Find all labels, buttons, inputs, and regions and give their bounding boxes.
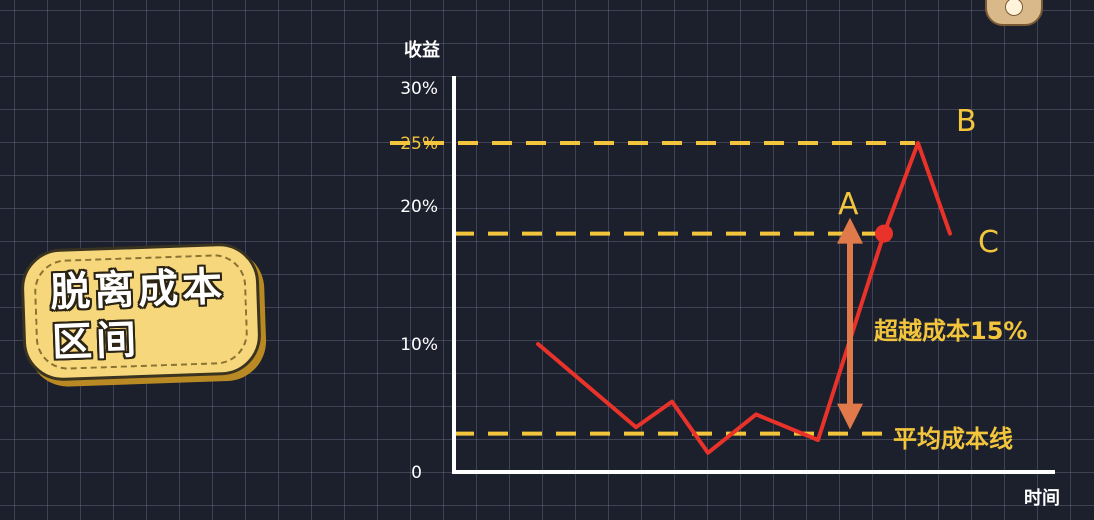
- series: [536, 141, 952, 455]
- range-arrow-head-top: [837, 217, 863, 244]
- axes: [452, 76, 1055, 474]
- y-tick-label: 10%: [400, 335, 438, 355]
- range-arrow: [837, 217, 863, 430]
- point-label-a: A: [838, 187, 859, 222]
- x-axis-label: 时间: [1024, 488, 1060, 509]
- marker-point: [875, 224, 893, 243]
- y-tick-label: 30%: [400, 79, 438, 99]
- reference-lines: [390, 141, 915, 436]
- badge-text: 脱离成本区间: [49, 264, 227, 367]
- y-tick-label: 20%: [400, 197, 438, 217]
- avg-cost-line-label: 平均成本线: [893, 425, 1013, 453]
- point-label-b: B: [956, 104, 977, 139]
- y-tick-label: 0: [411, 463, 422, 483]
- title-badge: 脱离成本区间: [19, 241, 263, 383]
- y-axis-label: 收益: [404, 39, 440, 61]
- range-arrow-head-bottom: [837, 403, 863, 430]
- y-tick-label: 25%: [400, 134, 438, 154]
- series-line: [536, 141, 952, 455]
- mascot-icon: [985, 0, 1043, 26]
- mascot-face-icon: [1005, 0, 1023, 16]
- range-annotation: 超越成本15%: [874, 317, 1027, 345]
- point-label-c: C: [978, 225, 999, 260]
- y-tick-labels: 0 10% 20% 25% 30%: [400, 79, 438, 483]
